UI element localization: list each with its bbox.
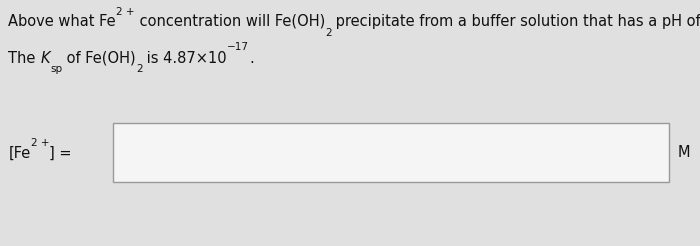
Text: 2: 2 bbox=[136, 64, 142, 74]
Text: Above what Fe: Above what Fe bbox=[8, 14, 116, 29]
Text: sp: sp bbox=[50, 64, 62, 74]
Text: K: K bbox=[41, 51, 50, 66]
Text: ] =: ] = bbox=[49, 145, 71, 160]
Text: 2 +: 2 + bbox=[31, 138, 49, 148]
Text: 2 +: 2 + bbox=[116, 7, 134, 17]
Text: The: The bbox=[8, 51, 41, 66]
Text: [Fe: [Fe bbox=[8, 145, 31, 160]
Text: M: M bbox=[678, 145, 690, 160]
Text: precipitate from a buffer solution that has a pH of 8.85?: precipitate from a buffer solution that … bbox=[331, 14, 700, 29]
Text: of Fe(OH): of Fe(OH) bbox=[62, 51, 136, 66]
Text: concentration will Fe(OH): concentration will Fe(OH) bbox=[134, 14, 325, 29]
Text: −17: −17 bbox=[227, 42, 249, 52]
Text: is 4.87×10: is 4.87×10 bbox=[142, 51, 227, 66]
Text: 2: 2 bbox=[325, 28, 331, 38]
Text: .: . bbox=[249, 51, 254, 66]
